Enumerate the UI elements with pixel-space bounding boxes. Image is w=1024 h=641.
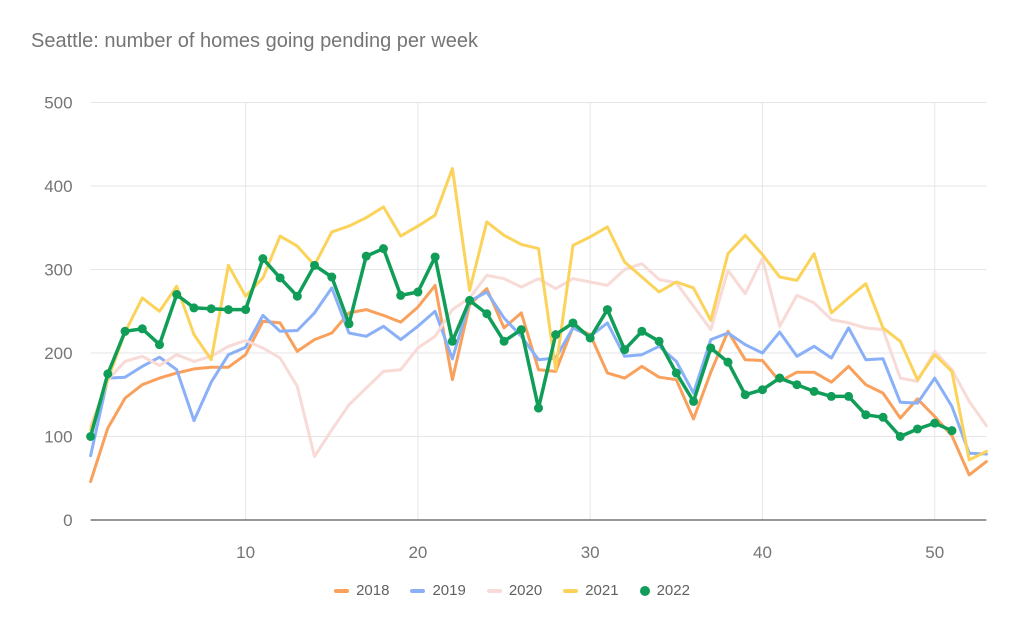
series-point-2022	[465, 295, 475, 305]
series-point-2022	[775, 373, 785, 383]
series-point-2022	[516, 325, 526, 335]
series-point-2022	[223, 305, 233, 315]
series-point-2022	[671, 368, 681, 378]
legend-swatch-2020	[486, 588, 502, 593]
series-point-2022	[878, 412, 888, 422]
series-line-2019	[89, 286, 988, 458]
series-point-2022	[447, 336, 457, 346]
series-point-2022	[361, 251, 371, 261]
legend-swatch-2022	[639, 585, 650, 596]
series-point-2022	[120, 326, 130, 336]
legend-swatch-2021	[563, 588, 579, 593]
series-point-2022	[912, 424, 922, 434]
series-point-2022	[551, 330, 561, 340]
series-point-2022	[826, 391, 836, 401]
series-point-2022	[241, 305, 251, 315]
series-line-2021	[89, 167, 988, 462]
series-point-2022	[568, 318, 578, 328]
x-tick-label: 10	[236, 543, 255, 562]
legend-swatch-2018	[334, 588, 350, 593]
series-point-2022	[189, 303, 199, 313]
y-tick-label: 500	[44, 94, 72, 113]
legend-label: 2022	[656, 582, 690, 599]
series-point-2022	[327, 272, 337, 282]
series-point-2022	[344, 319, 354, 329]
series-point-2022	[396, 290, 406, 300]
x-tick-label: 50	[925, 543, 944, 562]
y-tick-label: 400	[44, 177, 72, 196]
series-point-2022	[534, 403, 543, 413]
legend-item-2020[interactable]: 2020	[486, 582, 543, 599]
series-point-2022	[292, 291, 302, 301]
legend-item-2021[interactable]: 2021	[563, 582, 619, 599]
series-point-2022	[930, 418, 940, 428]
series-point-2022	[706, 343, 716, 353]
x-tick-label: 40	[753, 543, 772, 562]
series-point-2022	[258, 254, 268, 264]
y-tick-label: 0	[63, 511, 72, 530]
series-point-2022	[275, 273, 285, 283]
legend-label: 2020	[508, 582, 543, 599]
legend-item-2018[interactable]: 2018	[334, 582, 389, 599]
x-tick-label: 20	[408, 543, 427, 562]
series-point-2022	[757, 385, 767, 395]
series-point-2022	[206, 304, 216, 314]
series-point-2022	[413, 287, 423, 297]
y-tick-label: 200	[44, 344, 72, 363]
x-tick-label: 30	[581, 543, 600, 562]
series-point-2022	[654, 336, 664, 346]
legend-swatch-2019	[410, 588, 426, 593]
series-point-2022	[947, 426, 957, 436]
series-line-2020	[89, 257, 988, 458]
series-point-2022	[602, 305, 612, 315]
legend-item-2022[interactable]: 2022	[639, 582, 690, 599]
y-tick-label: 300	[44, 261, 72, 280]
chart-legend: 2018 2019 2020 2021 2022	[0, 582, 1024, 599]
series-point-2022	[689, 396, 699, 406]
legend-label: 2019	[432, 582, 466, 599]
chart-title: Seattle: number of homes going pending p…	[31, 30, 478, 52]
series-point-2022	[172, 290, 182, 300]
legend-label: 2021	[585, 582, 619, 599]
series-point-2022	[723, 357, 733, 367]
series-line-2018	[89, 283, 988, 484]
series-point-2022	[310, 260, 320, 270]
series-point-2022	[637, 326, 647, 336]
series-point-2022	[844, 391, 854, 401]
series-point-2022	[482, 309, 492, 319]
series-point-2022	[137, 324, 147, 334]
series-point-2022	[809, 386, 819, 396]
series-point-2022	[895, 432, 905, 441]
series-point-2022	[861, 410, 871, 420]
series-point-2022	[86, 432, 96, 441]
y-tick-label: 100	[44, 428, 72, 447]
series-point-2022	[378, 244, 388, 254]
series-point-2022	[585, 333, 595, 343]
legend-label: 2018	[356, 582, 390, 599]
legend-item-2019[interactable]: 2019	[410, 582, 466, 599]
series-point-2022	[740, 390, 750, 400]
series-line-2022	[88, 246, 954, 439]
series-point-2022	[620, 345, 630, 355]
series-point-2022	[103, 369, 113, 379]
series-point-2022	[430, 252, 440, 262]
series-point-2022	[499, 336, 509, 346]
series-point-2022	[155, 340, 165, 350]
series-point-2022	[792, 380, 802, 390]
